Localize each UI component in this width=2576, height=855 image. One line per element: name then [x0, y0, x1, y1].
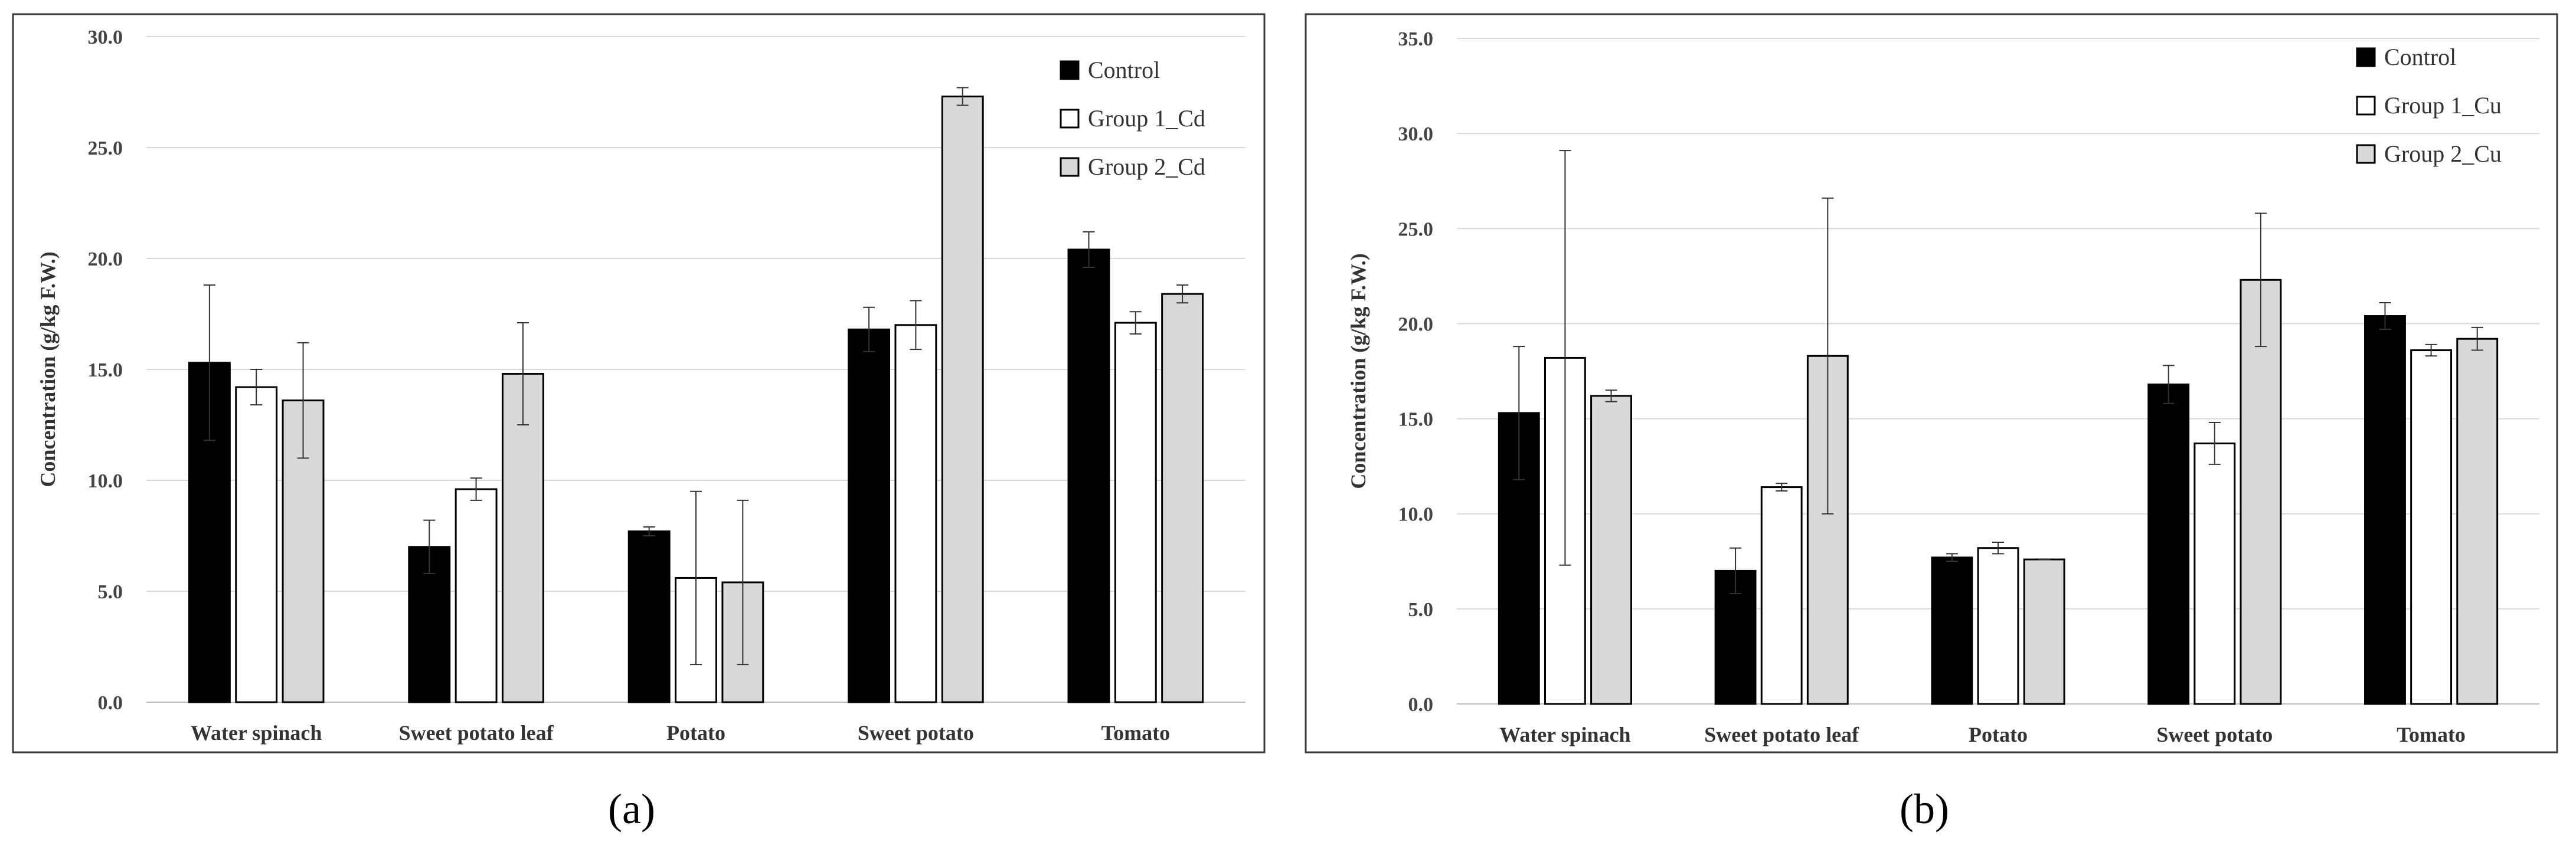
y-tick-label: 10.0 — [1398, 504, 1434, 526]
y-tick-label: 25.0 — [88, 137, 123, 159]
y-tick-label: 20.0 — [88, 248, 123, 270]
legend-label: Group 1_Cu — [2384, 92, 2502, 119]
legend-label: Group 2_Cu — [2384, 140, 2502, 167]
chart-panel-a: 0.0 5.0 10.0 15.0 20.0 25.0 30.0 Concentration … — [12, 13, 1266, 833]
y-axis-label: Concentration (g/kg F.W.) — [36, 251, 60, 487]
y-tick-label: 5.0 — [1408, 599, 1434, 621]
y-tick-label: 20.0 — [1398, 313, 1434, 335]
y-tick-label: 10.0 — [88, 470, 123, 492]
x-tick-label: Sweet potato leaf — [399, 721, 554, 745]
y-tick-label: 15.0 — [88, 359, 123, 381]
y-tick-label: 30.0 — [1398, 123, 1434, 145]
y-tick-label: 5.0 — [98, 581, 123, 603]
bar-group-1-cd — [235, 386, 278, 703]
bar-group-1-cd — [894, 324, 937, 703]
y-tick-label: 15.0 — [1398, 409, 1434, 431]
bar-control — [848, 328, 891, 703]
x-tick-label: Tomato — [2397, 723, 2466, 746]
y-axis-label: Concentration (g/kg F.W.) — [1346, 253, 1370, 489]
x-tick-label: Sweet potato leaf — [1704, 723, 1859, 746]
legend-swatch — [1060, 157, 1080, 177]
bar-group-1-cd — [1114, 322, 1157, 703]
legend-swatch — [2356, 96, 2376, 116]
bar-group-1-cu — [2193, 442, 2236, 705]
bar-group-2-cd — [501, 373, 544, 703]
bar-group-2-cu — [1590, 395, 1632, 705]
x-tick-label: Potato — [1969, 723, 2028, 746]
bar-group-2-cd — [1161, 293, 1204, 703]
bar-control — [1067, 248, 1110, 703]
bar-group-1-cu — [1760, 486, 1803, 705]
x-tick-label: Water spinach — [191, 721, 322, 745]
bar-control — [627, 530, 671, 703]
chart-panel-b: 0.0 5.0 10.0 15.0 20.0 25.0 30.0 35.0 Concentrat… — [1305, 13, 2558, 833]
bar-control — [1931, 556, 1973, 705]
legend-swatch — [1060, 109, 1080, 129]
x-tick-label: Sweet potato — [858, 721, 974, 745]
x-tick-label: Sweet potato — [2156, 723, 2273, 746]
y-tick-label: 25.0 — [1398, 218, 1434, 240]
bar-control — [2364, 315, 2406, 705]
legend-label: Control — [1088, 57, 1160, 83]
x-tick-label: Water spinach — [1499, 723, 1630, 746]
legend-label: Group 2_Cd — [1088, 153, 1205, 180]
legend-label: Group 1_Cd — [1088, 105, 1205, 132]
bar-group-1-cd — [455, 488, 498, 703]
bar-group-2-cu — [2023, 558, 2065, 705]
bar-group-2-cd — [941, 96, 984, 703]
panel-label: (a) — [608, 785, 655, 833]
bar-group-2-cu — [2456, 338, 2499, 705]
legend-label: Control — [2384, 44, 2456, 70]
y-tick-label: 0.0 — [1408, 694, 1434, 716]
x-tick-label: Tomato — [1101, 721, 1170, 745]
bar-group-1-cu — [1977, 547, 2019, 705]
legend-swatch — [2356, 144, 2376, 164]
x-tick-label: Potato — [666, 721, 725, 745]
y-tick-label: 0.0 — [98, 692, 123, 714]
panel-label: (b) — [1900, 785, 1949, 833]
bar-control — [2147, 384, 2190, 705]
bar-group-1-cu — [2410, 349, 2453, 705]
y-tick-label: 30.0 — [88, 27, 123, 48]
legend-swatch — [1060, 60, 1080, 80]
legend-swatch — [2356, 47, 2376, 67]
y-tick-label: 35.0 — [1398, 28, 1434, 50]
